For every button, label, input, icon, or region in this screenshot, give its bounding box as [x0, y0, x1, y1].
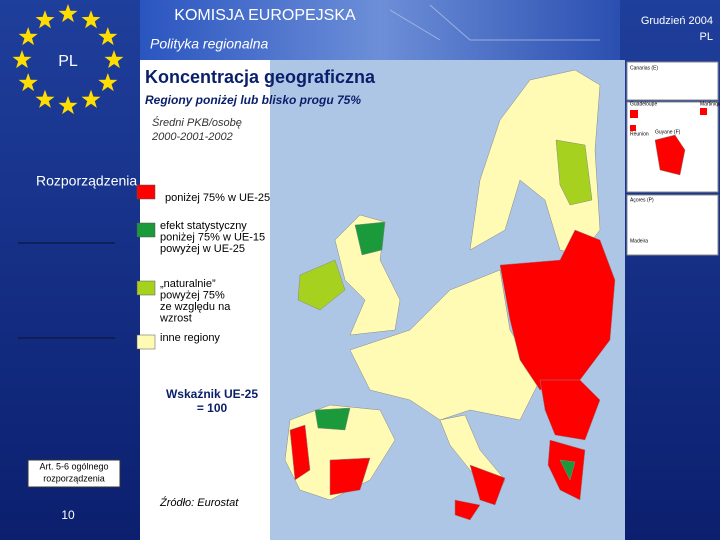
legend-swatch — [136, 334, 156, 350]
star — [58, 96, 78, 115]
org-name: KOMISJA EUROPEJSKA — [174, 7, 356, 24]
legend-label: wzrost — [159, 312, 192, 324]
legend-label: powyżej w UE-25 — [160, 243, 245, 255]
note-box — [27, 459, 121, 488]
legend-label: „naturalnie” — [160, 278, 216, 290]
star — [81, 10, 101, 29]
legend-label: inne regiony — [160, 332, 220, 344]
inset-label: Guyane (F) — [655, 129, 681, 135]
legend-label: poniżej 75% w UE-15 — [160, 231, 265, 243]
measure-period: 2000-2001-2002 — [151, 131, 233, 143]
page-number: 10 — [61, 508, 75, 522]
inset-label: Madeira — [630, 238, 648, 244]
legend-label: efekt statystyczny — [160, 220, 247, 232]
star — [18, 73, 38, 92]
flag-label: PL — [58, 53, 78, 70]
star — [98, 27, 118, 46]
legend-label: powyżej 75% — [160, 289, 225, 301]
measure-name: Średni PKB/osobę — [152, 116, 242, 129]
insets — [626, 61, 719, 256]
subtitle: Regiony poniżej lub blisko progu 75% — [145, 93, 361, 107]
map — [284, 69, 616, 521]
legend-swatch — [136, 184, 156, 200]
header-photo — [140, 0, 620, 60]
legend-label: poniżej 75% w UE-25 — [165, 192, 270, 204]
header-photo-detail — [389, 4, 600, 41]
index-note: Wskaźnik UE-25 — [166, 387, 258, 401]
star — [98, 73, 118, 92]
star — [12, 50, 32, 69]
index-note: = 100 — [197, 401, 228, 415]
inset-label: Réunion — [630, 131, 649, 137]
language: PL — [700, 31, 713, 43]
note-line: Art. 5-6 ogólnego — [39, 461, 108, 471]
inset-label: Açores (P) — [630, 197, 654, 203]
unit-name: Polityka regionalna — [150, 36, 269, 52]
star — [35, 89, 55, 108]
sidebar-heading: Rozporządzenia — [36, 173, 137, 189]
source: Źródło: Eurostat — [159, 496, 239, 509]
legend-swatch — [136, 280, 156, 296]
legend-label: ze względu na — [160, 301, 231, 313]
legend-swatch — [136, 222, 156, 238]
eu-stars — [12, 4, 124, 115]
inset-label: Canarias (E) — [630, 65, 658, 71]
star — [104, 50, 124, 69]
star — [81, 89, 101, 108]
star — [35, 10, 55, 29]
legend: poniżej 75% w UE-25 efekt statystycznypon… — [136, 184, 270, 350]
inset-label: Martinique — [700, 101, 720, 107]
star — [58, 4, 78, 23]
star — [18, 27, 38, 46]
title: Koncentracja geograficzna — [145, 67, 376, 87]
note-line: rozporządzenia — [43, 473, 105, 483]
inset-label: Guadeloupe — [630, 101, 657, 107]
date: Grudzień 2004 — [641, 15, 713, 27]
